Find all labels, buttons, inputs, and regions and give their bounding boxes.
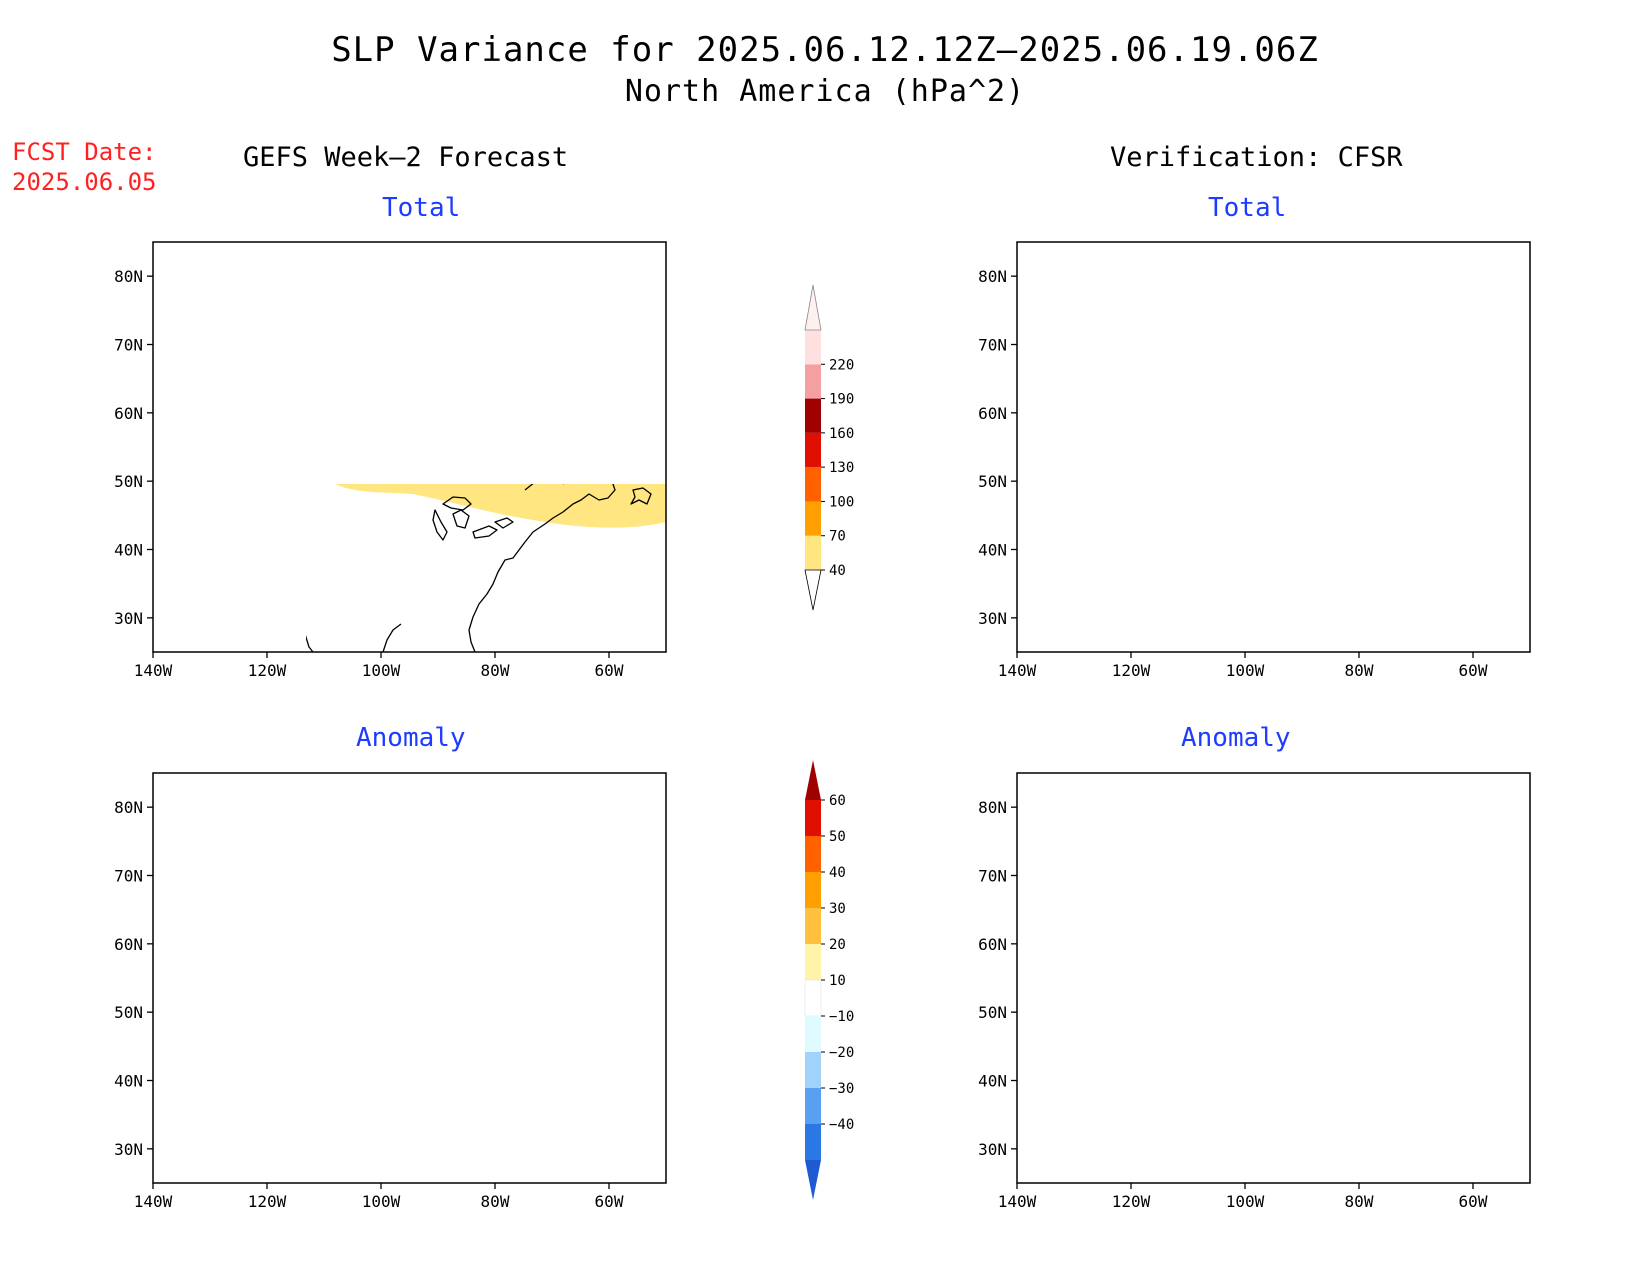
colorbar-anomaly-label: −20 (829, 1045, 854, 1061)
panel-title-gefs-total: Total (382, 193, 461, 223)
lat-tick-label: 30N (978, 1140, 1007, 1159)
column-title-cfsr: Verification: CFSR (1110, 142, 1403, 173)
colorbar-anomaly-swatch (805, 1124, 821, 1160)
lat-tick-label: 60N (114, 935, 143, 954)
colorbar-anomaly-swatch (805, 872, 821, 908)
lat-tick-label: 40N (114, 1072, 143, 1091)
panel-title-cfsr-anomaly: Anomaly (1181, 723, 1291, 753)
map-cfsr-total (1017, 242, 1530, 652)
colorbar-anomaly-swatch (805, 836, 821, 872)
column-title-gefs: GEFS Week–2 Forecast (243, 142, 569, 173)
colorbar-total-label: 40 (829, 563, 846, 579)
colorbar-anomaly-swatch (805, 1016, 821, 1052)
lat-tick-label: 50N (114, 472, 143, 491)
lat-tick-label: 60N (978, 404, 1007, 423)
colorbar-anomaly-label: 30 (829, 901, 846, 917)
colorbar-anomaly-label: 40 (829, 865, 846, 881)
colorbar-anomaly-swatch (804, 979, 822, 1017)
colorbar-anomaly-swatch (805, 944, 821, 980)
lon-tick-label: 100W (362, 1192, 401, 1211)
main-title: SLP Variance for 2025.06.12.12Z–2025.06.… (331, 30, 1319, 70)
colorbar-total-swatch (805, 467, 821, 502)
colorbar-total-swatch (805, 330, 821, 365)
lon-tick-label: 120W (248, 1192, 287, 1211)
lon-tick-label: 100W (362, 661, 401, 680)
lon-tick-label: 140W (134, 1192, 173, 1211)
lat-tick-label: 30N (114, 1140, 143, 1159)
lat-tick-label: 80N (114, 798, 143, 817)
lat-tick-label: 50N (978, 472, 1007, 491)
colorbar-total-swatch (805, 501, 821, 536)
lat-tick-label: 40N (978, 1072, 1007, 1091)
lat-tick-label: 40N (978, 541, 1007, 560)
lat-tick-label: 80N (978, 267, 1007, 286)
colorbar-total-swatch (805, 398, 821, 433)
colorbar-total-label: 160 (829, 426, 854, 442)
colorbar-anomaly-swatch (805, 1052, 821, 1088)
lat-tick-label: 60N (114, 404, 143, 423)
colorbar-anomaly-label: −40 (829, 1117, 854, 1133)
colorbar-anomaly-swatch (805, 800, 821, 836)
lon-tick-label: 140W (998, 1192, 1037, 1211)
map-gefs-anomaly (153, 773, 666, 1183)
colorbar-total-swatch (805, 535, 821, 570)
lat-tick-label: 70N (114, 867, 143, 886)
lon-tick-label: 60W (595, 1192, 624, 1211)
lon-tick-label: 100W (1226, 661, 1265, 680)
lat-tick-label: 30N (114, 609, 143, 628)
lat-tick-label: 30N (978, 609, 1007, 628)
axes-layer: 80N 70N 60N 50N 40N 30N 140W 120W 100W 80W 60W 80N 7… (114, 267, 1488, 1211)
lon-tick-label: 60W (595, 661, 624, 680)
colorbar-anomaly-label: 10 (829, 973, 846, 989)
lon-tick-label: 100W (1226, 1192, 1265, 1211)
colorbar-total-label: 190 (829, 392, 854, 408)
lon-tick-label: 80W (1345, 661, 1374, 680)
colorbar-total-swatch (805, 432, 821, 468)
colorbar-anomaly-label: 20 (829, 937, 846, 953)
colorbar-anomaly-label: −10 (829, 1009, 854, 1025)
colorbar-total-label: 130 (829, 460, 854, 476)
lat-tick-label: 70N (114, 336, 143, 355)
colorbar-total-swatch (805, 364, 821, 399)
panel-title-gefs-anomaly: Anomaly (356, 723, 466, 753)
fcst-date-value: 2025.06.05 (12, 168, 157, 196)
lat-tick-label: 80N (978, 798, 1007, 817)
lon-tick-label: 140W (134, 661, 173, 680)
lat-tick-label: 80N (114, 267, 143, 286)
colorbar-anomaly-swatch (805, 1088, 821, 1124)
lon-tick-label: 140W (998, 661, 1037, 680)
colorbar-anomaly: 60 50 40 30 20 10 −10 −20 −30 −40 (804, 760, 854, 1200)
lon-tick-label: 120W (1112, 1192, 1151, 1211)
lon-tick-label: 120W (248, 661, 287, 680)
lon-tick-label: 60W (1459, 661, 1488, 680)
lat-tick-label: 50N (978, 1003, 1007, 1022)
map-gefs-total (306, 484, 667, 653)
colorbar-total-label: 220 (829, 357, 854, 373)
lon-tick-label: 120W (1112, 661, 1151, 680)
main-subtitle: North America (hPa^2) (624, 74, 1026, 109)
colorbar-anomaly-label: −30 (829, 1081, 854, 1097)
lon-tick-label: 80W (481, 661, 510, 680)
lon-tick-label: 60W (1459, 1192, 1488, 1211)
map-cfsr-anomaly (1017, 773, 1530, 1183)
panel-title-cfsr-total: Total (1208, 193, 1287, 223)
colorbar-anomaly-swatch (805, 908, 821, 944)
lon-tick-label: 80W (1345, 1192, 1374, 1211)
lat-tick-label: 70N (978, 336, 1007, 355)
fcst-date-label: FCST Date: (12, 138, 157, 166)
lat-tick-label: 50N (114, 1003, 143, 1022)
colorbar-total-label: 70 (829, 529, 846, 545)
colorbar-anomaly-label: 50 (829, 829, 846, 845)
lon-tick-label: 80W (481, 1192, 510, 1211)
lat-tick-label: 60N (978, 935, 1007, 954)
lat-tick-label: 70N (978, 867, 1007, 886)
colorbar-anomaly-label: 60 (829, 793, 846, 809)
colorbar-total-label: 100 (829, 494, 854, 510)
lat-tick-label: 40N (114, 541, 143, 560)
colorbar-total: 40 70 100 130 160 190 220 (804, 284, 854, 611)
